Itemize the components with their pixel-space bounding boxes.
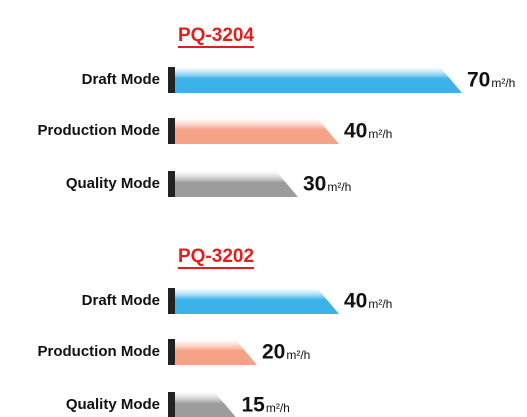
value-label: 70 <box>467 69 490 92</box>
category-label: Draft Mode <box>82 71 160 88</box>
bar <box>175 118 339 144</box>
chart-title: PQ-3202 <box>178 246 254 267</box>
bar-cap <box>168 339 175 365</box>
bar-cap <box>168 288 175 314</box>
unit-label: m²/h <box>368 297 392 311</box>
bar <box>175 288 339 314</box>
category-label: Quality Mode <box>66 396 160 413</box>
bar-cap <box>168 118 175 144</box>
value-label: 20 <box>262 341 285 364</box>
bar <box>175 67 462 93</box>
unit-label: m²/h <box>368 127 392 141</box>
bar-cap <box>168 392 175 417</box>
bar <box>175 392 236 417</box>
title-underline <box>177 46 255 48</box>
unit-label: m²/h <box>327 180 351 194</box>
unit-label: m²/h <box>286 348 310 362</box>
bar-cap <box>168 171 175 197</box>
chart-title: PQ-3204 <box>178 25 254 46</box>
bar-cap <box>168 67 175 93</box>
category-label: Production Mode <box>38 343 161 360</box>
bar <box>175 171 298 197</box>
title-underline <box>177 267 255 269</box>
category-label: Draft Mode <box>82 292 160 309</box>
unit-label: m²/h <box>266 401 290 415</box>
value-label: 15 <box>242 394 266 417</box>
value-label: 40 <box>344 120 367 143</box>
category-label: Production Mode <box>38 122 161 139</box>
value-label: 40 <box>344 290 367 313</box>
bar <box>175 339 257 365</box>
category-label: Quality Mode <box>66 175 160 192</box>
value-label: 30 <box>303 173 326 196</box>
unit-label: m²/h <box>491 76 515 90</box>
